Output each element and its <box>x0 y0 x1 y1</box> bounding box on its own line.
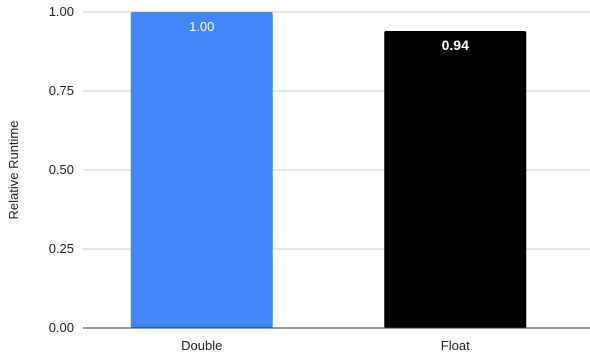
x-axis-categories: Double Float <box>181 338 470 353</box>
y-tick-label: 0.25 <box>49 241 74 256</box>
bars <box>130 12 527 329</box>
category-label-float: Float <box>441 338 470 353</box>
y-tick-label: 0.00 <box>49 320 74 335</box>
y-tick-label: 0.75 <box>49 83 74 98</box>
y-axis-ticks: 0.00 0.25 0.50 0.75 1.00 <box>49 4 74 335</box>
y-axis-title: Relative Runtime <box>6 121 21 220</box>
data-label-double: 1.00 <box>189 19 214 34</box>
y-tick-label: 1.00 <box>49 4 74 19</box>
bar-float <box>384 30 527 329</box>
bar-double <box>130 12 273 328</box>
data-labels: 1.00 0.94 <box>189 19 469 53</box>
y-tick-label: 0.50 <box>49 162 74 177</box>
category-label-double: Double <box>181 338 222 353</box>
data-label-float: 0.94 <box>442 37 469 53</box>
